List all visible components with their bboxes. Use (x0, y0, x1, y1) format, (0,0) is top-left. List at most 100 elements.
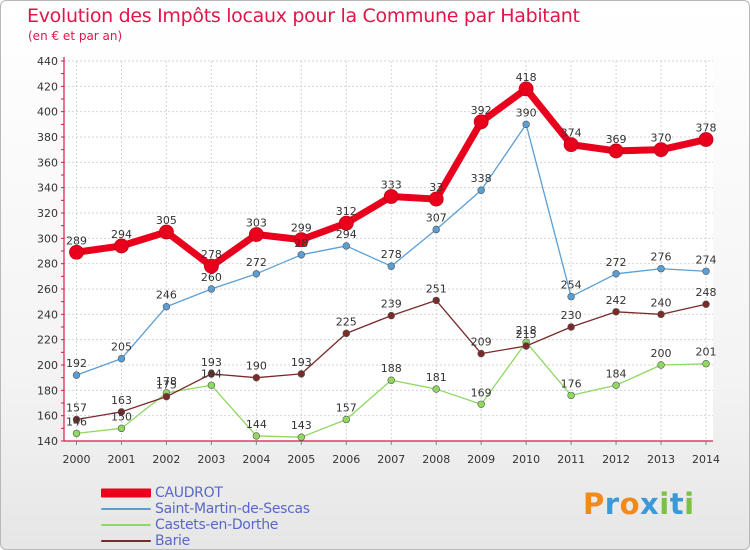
data-point-3 (387, 311, 395, 320)
legend-label: CAUDROT (155, 485, 223, 501)
data-label: 200 (651, 347, 672, 360)
data-point-0 (518, 81, 534, 97)
x-tick-label: 2005 (287, 453, 315, 466)
data-point-2 (477, 400, 485, 408)
data-label: 209 (471, 336, 492, 349)
y-tick-label: 320 (37, 207, 58, 220)
proxiti-logo: Proxiti (583, 487, 695, 521)
data-label: 378 (696, 122, 717, 135)
logo-letter: i (659, 487, 670, 521)
data-label: 230 (561, 309, 582, 322)
legend-swatch (101, 508, 151, 510)
data-label: 272 (606, 256, 627, 269)
logo-letter: P (583, 487, 605, 521)
data-point-0 (293, 232, 309, 248)
data-point-3 (702, 300, 710, 308)
x-tick-label: 2000 (63, 453, 91, 466)
logo-letter: r (604, 487, 620, 521)
data-point-3 (612, 308, 620, 316)
x-tick-label: 2011 (557, 453, 585, 466)
logo-letter: i (684, 487, 695, 521)
legend-item: CAUDROT (101, 485, 310, 501)
data-label: 374 (561, 127, 582, 140)
data-point-1 (297, 251, 306, 259)
data-label: 272 (246, 256, 267, 269)
data-label: 150 (111, 410, 132, 423)
data-point-3 (522, 342, 530, 350)
data-point-3 (567, 323, 575, 331)
data-label: 163 (111, 394, 132, 407)
data-label: 157 (336, 401, 357, 414)
data-label: 294 (111, 228, 132, 241)
x-tick-label: 2014 (692, 453, 720, 466)
data-label: 175 (156, 379, 177, 392)
plot-area (64, 61, 713, 441)
y-tick-label: 200 (37, 359, 58, 372)
data-label: 205 (111, 341, 132, 354)
data-point-1 (387, 262, 395, 270)
data-point-1 (567, 292, 575, 301)
data-point-0 (248, 227, 264, 242)
legend-label: Castets-en-Dorthe (155, 517, 279, 533)
data-label: 218 (516, 324, 537, 337)
data-label: 274 (696, 253, 717, 266)
data-point-0 (698, 132, 714, 147)
y-tick-label: 440 (37, 55, 58, 68)
data-label: 254 (561, 279, 582, 292)
chart-title: Evolution des Impôts locaux pour la Comm… (27, 5, 580, 27)
data-point-0 (69, 244, 84, 260)
data-point-2 (432, 385, 440, 393)
data-label: 251 (426, 282, 447, 295)
y-tick-label: 160 (37, 410, 58, 423)
data-point-3 (657, 310, 665, 319)
data-label: 192 (66, 357, 87, 370)
data-point-1 (162, 303, 171, 311)
data-point-2 (567, 391, 575, 400)
data-label: 246 (156, 289, 177, 302)
data-label: 370 (651, 132, 672, 145)
data-label: 278 (201, 248, 222, 261)
line-chart: 140 160 180 200 220 240 260 280 300 320 340 360 380 4… (37, 55, 720, 466)
y-tick-label: 220 (37, 334, 58, 347)
data-point-3 (342, 329, 350, 338)
data-label: 278 (381, 248, 402, 261)
data-label: 215 (516, 328, 537, 341)
data-point-3 (207, 370, 216, 378)
data-point-2 (252, 432, 261, 440)
y-tick-label: 140 (37, 435, 58, 448)
data-label: 305 (156, 214, 177, 227)
legend-item: Barie (101, 533, 310, 549)
data-label: 169 (471, 386, 492, 399)
data-label: 307 (426, 211, 447, 224)
data-label: 239 (381, 298, 402, 311)
data-point-3 (72, 415, 81, 424)
data-label: 248 (696, 286, 717, 299)
data-label: 369 (606, 133, 627, 146)
legend-item: Castets-en-Dorthe (101, 517, 310, 533)
data-point-1 (117, 354, 126, 363)
data-point-2 (72, 429, 81, 438)
data-point-1 (432, 225, 440, 234)
data-point-1 (252, 270, 261, 278)
y-tick-label: 420 (37, 80, 58, 93)
data-point-2 (702, 360, 710, 368)
data-point-0 (428, 191, 444, 207)
data-label: 312 (336, 205, 357, 218)
y-tick-label: 400 (37, 106, 58, 119)
data-point-0 (383, 189, 399, 204)
data-label: 178 (156, 375, 177, 388)
data-label: 146 (66, 415, 87, 428)
data-point-1 (342, 242, 350, 250)
y-tick-label: 340 (37, 182, 58, 195)
data-point-2 (297, 433, 306, 441)
data-label: 190 (246, 360, 267, 373)
data-label: 144 (246, 418, 267, 431)
data-label: 33 (429, 181, 443, 194)
data-point-0 (159, 224, 174, 240)
legend-label: Saint-Martin-de-Sescas (155, 501, 310, 517)
data-point-1 (657, 265, 665, 273)
data-point-0 (563, 137, 579, 153)
data-point-1 (207, 285, 216, 293)
data-label: 418 (516, 71, 537, 84)
